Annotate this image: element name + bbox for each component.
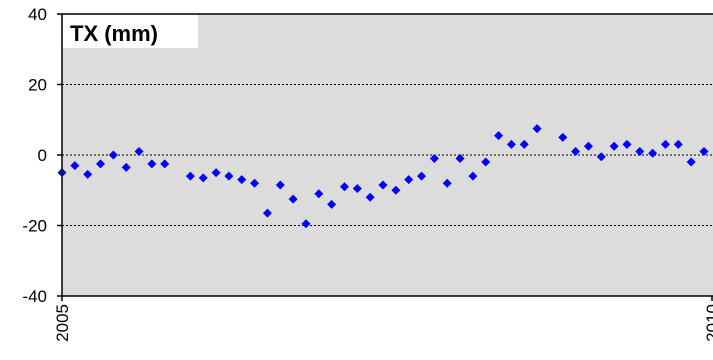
data-point	[147, 159, 157, 169]
y-tick-label: 0	[38, 146, 47, 165]
data-point	[134, 146, 144, 156]
data-point	[339, 182, 349, 192]
data-point	[198, 173, 208, 183]
data-point	[224, 171, 234, 181]
data-point	[442, 178, 452, 188]
data-point	[96, 159, 106, 169]
data-point	[686, 157, 696, 167]
title-box	[63, 15, 198, 48]
data-point	[481, 157, 491, 167]
data-point	[519, 139, 529, 149]
y-tick-label: -20	[22, 217, 47, 236]
data-point	[314, 189, 324, 199]
data-point	[699, 146, 709, 156]
data-point	[301, 219, 311, 229]
data-point	[660, 139, 670, 149]
chart-title: TX (mm)	[70, 21, 158, 46]
data-point	[352, 183, 362, 193]
data-point	[455, 154, 465, 164]
data-point	[596, 152, 606, 162]
data-point	[635, 146, 645, 156]
x-tick-label: 2005	[53, 304, 72, 342]
grid-lines	[62, 84, 713, 226]
data-point	[558, 132, 568, 142]
data-point	[378, 180, 388, 190]
data-point	[160, 159, 170, 169]
data-point	[506, 139, 516, 149]
data-point	[121, 162, 131, 172]
data-point	[404, 175, 414, 185]
data-point	[275, 180, 285, 190]
data-point	[571, 146, 581, 156]
data-point	[609, 141, 619, 151]
y-tick-label: 20	[28, 76, 47, 95]
data-point	[237, 175, 247, 185]
data-point	[391, 185, 401, 195]
data-point	[648, 148, 658, 158]
x-tick-label: 2010	[703, 304, 713, 342]
data-point	[108, 150, 118, 160]
data-point	[673, 139, 683, 149]
data-point	[622, 139, 632, 149]
y-tick-label: 40	[28, 5, 47, 24]
data-point	[288, 194, 298, 204]
x-ticks: 2005 2010	[53, 296, 713, 342]
data-point	[327, 199, 337, 209]
data-point	[532, 124, 542, 134]
data-point	[250, 178, 260, 188]
data-point	[468, 171, 478, 181]
data-point	[429, 154, 439, 164]
data-point	[211, 168, 221, 178]
y-ticks: 40 20 0 -20 -40	[22, 5, 62, 306]
y-tick-label: -40	[22, 287, 47, 306]
data-point	[365, 192, 375, 202]
data-point	[83, 169, 93, 179]
data-point	[583, 141, 593, 151]
data-point	[70, 161, 80, 171]
data-point	[417, 171, 427, 181]
data-point	[185, 171, 195, 181]
data-point	[494, 131, 504, 141]
data-point	[262, 208, 272, 218]
